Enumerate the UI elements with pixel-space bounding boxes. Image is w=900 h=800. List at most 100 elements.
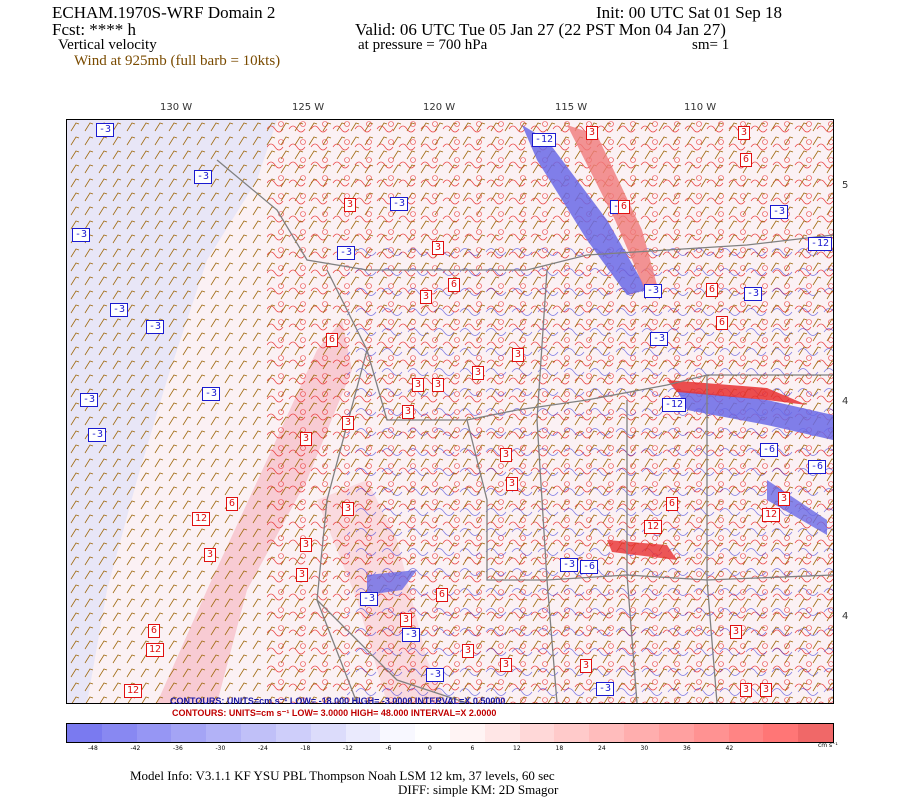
colorbar-swatch: [380, 724, 417, 742]
contour-label: 3: [432, 241, 445, 255]
contour-label: -12: [532, 133, 557, 147]
contour-label: 3: [300, 538, 313, 552]
colorbar-tick-label: -42: [130, 745, 141, 752]
contour-label: -3: [146, 320, 165, 334]
contour-label: 12: [644, 520, 663, 534]
plot-title: ECHAM.1970S-WRF Domain 2: [52, 3, 276, 22]
colorbar-swatch: [171, 724, 208, 742]
contour-label: 12: [762, 508, 781, 522]
colorbar-swatch: [798, 724, 835, 742]
lon-label: 125 W: [292, 102, 325, 113]
colorbar-tick-label: -18: [300, 745, 311, 752]
positive-band: [667, 380, 807, 405]
contour-label: 3: [432, 378, 445, 392]
colorbar: [66, 723, 835, 743]
contour-label: 12: [124, 684, 143, 698]
colorbar-swatch: [693, 724, 730, 742]
contour-label: -3: [770, 205, 789, 219]
positive-band: [607, 540, 677, 560]
model-info: Model Info: V3.1.1 KF YSU PBL Thompson N…: [130, 768, 555, 783]
contour-label: 6: [436, 588, 449, 602]
positive-contour-info: CONTOURS: UNITS=cm s⁻¹ LOW= 3.0000 HIGH=…: [172, 708, 497, 718]
contour-label: 3: [300, 432, 313, 446]
contour-label: 12: [146, 643, 165, 657]
negative-contour-info: CONTOURS: UNITS=cm s⁻¹ LOW= -18.000 HIGH…: [170, 696, 506, 706]
contour-label: -6: [808, 460, 827, 474]
contour-label: -3: [194, 170, 213, 184]
contour-label: -6: [580, 560, 599, 574]
contour-label: 3: [342, 416, 355, 430]
contour-label: 3: [204, 548, 217, 562]
colorbar-swatch: [275, 724, 312, 742]
colorbar-swatch: [763, 724, 800, 742]
smoothing: sm= 1: [692, 37, 730, 53]
contour-label: 3: [400, 613, 413, 627]
colorbar-swatch: [450, 724, 486, 742]
contour-label: -3: [96, 123, 115, 137]
contour-label: 3: [472, 366, 485, 380]
contour-label: 3: [730, 625, 743, 639]
contour-label: 3: [500, 448, 513, 462]
contour-label: -3: [390, 197, 409, 211]
colorbar-units: cm s⁻¹: [818, 742, 838, 749]
political-borders: [216, 159, 833, 703]
colorbar-swatch: [101, 724, 138, 742]
contour-label: 6: [716, 316, 729, 330]
colorbar-swatch: [624, 724, 661, 742]
colorbar-tick-label: 12: [513, 745, 521, 752]
lon-label: 120 W: [423, 102, 456, 113]
colorbar-swatch: [206, 724, 243, 742]
colorbar-tick-label: 42: [725, 745, 734, 752]
lat-label: 4: [842, 396, 849, 407]
colorbar-swatch: [310, 724, 347, 742]
colorbar-tick-label: -36: [173, 745, 183, 752]
colorbar-tick-label: -24: [258, 745, 268, 752]
negative-band: [367, 570, 417, 595]
colorbar-swatch: [241, 724, 278, 742]
contour-label: -3: [560, 558, 579, 572]
contour-label: 3: [760, 683, 773, 697]
contour-label: 3: [512, 348, 525, 362]
colorbar-tick-label: -30: [215, 745, 226, 752]
lon-label: 110 W: [684, 102, 717, 113]
contour-label: 12: [192, 512, 211, 526]
contour-label: 3: [740, 683, 753, 697]
init-time: Init: 00 UTC Sat 01 Sep 18: [596, 3, 783, 22]
contour-label: -3: [202, 387, 221, 401]
forecast-hour: Fcst: **** h: [52, 20, 137, 39]
contour-label: 3: [342, 502, 355, 516]
colorbar-tick-label: 6: [470, 745, 475, 752]
contour-label: 3: [344, 198, 357, 212]
contour-label: -3: [596, 682, 615, 696]
contour-label: -3: [360, 592, 379, 606]
negative-band: [522, 125, 647, 295]
contour-label: -3: [644, 284, 663, 298]
colorbar-tick-label: -12: [343, 745, 353, 752]
lat-label: 4: [842, 611, 849, 622]
colorbar-tick-label: 18: [555, 745, 564, 752]
contour-label: 6: [666, 497, 679, 511]
contour-label: -3: [426, 668, 445, 682]
contour-label: 6: [706, 283, 719, 297]
colorbar-tick-label: 30: [640, 745, 649, 752]
vertical-velocity-map: [66, 119, 834, 704]
contour-label: -6: [760, 443, 779, 457]
contour-label: -3: [72, 228, 91, 242]
contour-label: 6: [226, 497, 239, 511]
map-canvas: [67, 120, 833, 703]
lon-label: 130 W: [160, 102, 193, 113]
colorbar-swatch: [554, 724, 591, 742]
pressure-level: at pressure = 700 hPa: [358, 37, 488, 53]
wind-legend: Wind at 925mb (full barb = 10kts): [74, 53, 281, 69]
colorbar-swatch: [589, 724, 626, 742]
colorbar-swatch: [658, 724, 695, 742]
contour-label: -12: [808, 237, 833, 251]
colorbar-swatch: [345, 724, 382, 742]
contour-label: -3: [744, 287, 763, 301]
contour-label: 3: [738, 126, 751, 140]
contour-label: -12: [662, 398, 687, 412]
contour-label: -3: [402, 628, 421, 642]
colorbar-tick-label: 36: [683, 745, 691, 752]
negative-band: [677, 390, 833, 440]
diffusion-info: DIFF: simple KM: 2D Smagor: [398, 782, 559, 797]
